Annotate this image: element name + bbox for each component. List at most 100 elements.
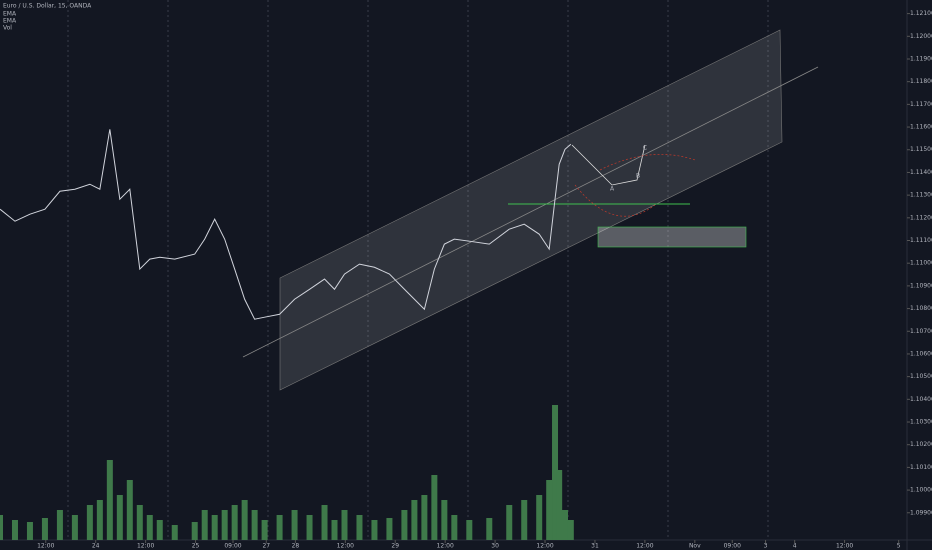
y-tick-label: 1.12000 <box>910 33 932 40</box>
y-tick-label: 1.11700 <box>910 101 932 108</box>
x-tick-label: 12:00 <box>337 543 354 550</box>
session-separators <box>67 0 769 540</box>
volume-bar <box>211 515 218 540</box>
volume-bar <box>562 510 569 540</box>
x-tick-label: 12:00 <box>636 543 653 550</box>
x-tick-label: 28 <box>292 543 300 550</box>
indicator-label: EMA <box>3 11 17 18</box>
volume-bar <box>486 518 493 540</box>
x-tick-label: 5 <box>897 543 901 550</box>
volume-bar <box>451 515 458 540</box>
y-tick-label: 1.11000 <box>910 260 932 267</box>
volume-bar <box>106 460 113 540</box>
volume-bar <box>341 510 348 540</box>
y-tick-label: 1.12100 <box>910 10 932 17</box>
x-tick-label: 09:00 <box>724 543 741 550</box>
y-tick-label: 1.11100 <box>910 237 932 244</box>
channel-center-line <box>242 66 819 358</box>
volume-bar <box>546 480 553 540</box>
y-tick-label: 1.10800 <box>910 305 932 312</box>
volume-bar <box>156 520 163 540</box>
x-tick-label: 12:00 <box>37 543 54 550</box>
y-tick-label: 1.11800 <box>910 78 932 85</box>
target-zone <box>597 226 747 248</box>
volume-bar <box>126 480 133 540</box>
y-tick-label: 1.10400 <box>910 396 932 403</box>
y-tick-label: 1.10600 <box>910 350 932 357</box>
x-tick-label: 27 <box>262 543 270 550</box>
volume-bar <box>96 500 103 540</box>
x-tick-label: 12:00 <box>437 543 454 550</box>
volume-bar <box>331 520 338 540</box>
volume-bar <box>56 510 63 540</box>
volume-bar <box>421 495 428 540</box>
y-tick-label: 1.11600 <box>910 124 932 131</box>
wave-path <box>571 144 646 186</box>
indicator-label: Vol <box>3 25 12 32</box>
x-tick-label: 12:00 <box>137 543 154 550</box>
y-tick-label: 1.11500 <box>910 146 932 153</box>
volume-bar <box>276 515 283 540</box>
volume-bar <box>556 470 563 540</box>
wave-arc <box>574 154 696 217</box>
indicator-label: EMA <box>3 18 17 25</box>
x-tick-label: 29 <box>391 543 399 550</box>
volume-bar <box>171 525 178 540</box>
x-tick-label: 4 <box>793 543 797 550</box>
channel <box>279 29 783 391</box>
x-tick-label: 3 <box>764 543 768 550</box>
chart-title: Euro / U.S. Dollar, 15, OANDA <box>3 3 92 10</box>
wave-label: B <box>636 173 640 180</box>
volume-bar <box>241 500 248 540</box>
volume-bar <box>321 505 328 540</box>
volume-bar <box>0 515 3 540</box>
y-tick-label: 1.10500 <box>910 373 932 380</box>
y-tick-label: 1.10200 <box>910 441 932 448</box>
x-tick-label: 25 <box>192 543 200 550</box>
x-tick-label: 09:00 <box>224 543 241 550</box>
volume-bar <box>521 500 528 540</box>
y-tick-label: 1.11400 <box>910 169 932 176</box>
volume-bar <box>356 515 363 540</box>
y-tick-label: 1.10300 <box>910 419 932 426</box>
x-tick-label: 31 <box>591 543 599 550</box>
volume-bar <box>261 520 268 540</box>
y-tick-label: 1.11200 <box>910 214 932 221</box>
y-tick-label: 1.11300 <box>910 192 932 199</box>
y-tick-label: 1.10700 <box>910 328 932 335</box>
wave-label: A <box>610 186 615 193</box>
volume-bar <box>466 520 473 540</box>
x-tick-label: 30 <box>491 543 499 550</box>
y-tick-label: 1.10900 <box>910 282 932 289</box>
x-tick-label: 12:00 <box>536 543 553 550</box>
volume-bar <box>231 505 238 540</box>
volume-bar <box>146 515 153 540</box>
volume-bar <box>221 510 228 540</box>
volume-bar <box>201 510 208 540</box>
x-tick-label: 24 <box>92 543 100 550</box>
y-tick-label: 1.10100 <box>910 464 932 471</box>
volume-bar <box>251 510 258 540</box>
volume-bar <box>116 495 123 540</box>
volume-bar <box>552 405 559 540</box>
volume-bar <box>291 510 298 540</box>
y-tick-label: 1.11900 <box>910 55 932 62</box>
volume-bar <box>431 475 438 540</box>
volume-bar <box>26 522 33 540</box>
volume-bar <box>401 510 408 540</box>
volume-bar <box>506 505 513 540</box>
y-tick-label: 1.09900 <box>910 509 932 516</box>
price-line <box>0 129 572 320</box>
volume-bar <box>11 520 18 540</box>
volume-bar <box>71 515 78 540</box>
x-tick-label: 12:00 <box>836 543 853 550</box>
wave-label: C <box>643 145 647 152</box>
x-tick-label: Nov <box>689 543 701 550</box>
volume-bar <box>536 495 543 540</box>
volume-bar <box>567 520 574 540</box>
volume-bar <box>86 505 93 540</box>
volume-bar <box>41 518 48 540</box>
volume-bar <box>191 522 198 540</box>
